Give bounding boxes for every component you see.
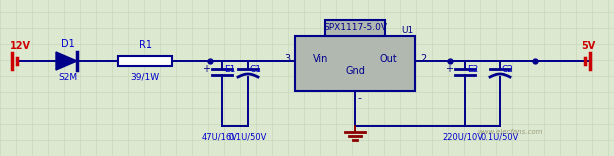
Text: 5V: 5V bbox=[581, 41, 596, 51]
Text: E2: E2 bbox=[467, 64, 478, 73]
Text: 47U/16V: 47U/16V bbox=[202, 132, 238, 141]
Text: SPX1117-5.0V: SPX1117-5.0V bbox=[323, 24, 387, 32]
Text: www.elecfans.com: www.elecfans.com bbox=[477, 129, 543, 135]
Polygon shape bbox=[56, 52, 77, 70]
Text: -: - bbox=[357, 93, 361, 103]
Text: Vin: Vin bbox=[313, 54, 328, 64]
Text: U1: U1 bbox=[401, 26, 413, 35]
Text: 12V: 12V bbox=[10, 41, 31, 51]
Text: 3: 3 bbox=[284, 54, 290, 64]
Text: 220U/10V: 220U/10V bbox=[443, 132, 483, 141]
Text: R1: R1 bbox=[139, 40, 152, 50]
Text: C2: C2 bbox=[502, 64, 514, 73]
Bar bbox=[295, 36, 415, 91]
Bar bbox=[325, 20, 385, 36]
Text: 39/1W: 39/1W bbox=[130, 72, 160, 81]
Text: S2M: S2M bbox=[58, 73, 77, 82]
Text: +: + bbox=[202, 64, 210, 74]
Text: E1: E1 bbox=[224, 64, 235, 73]
Text: D1: D1 bbox=[61, 39, 75, 49]
Text: 0.1U/50V: 0.1U/50V bbox=[229, 132, 267, 141]
Bar bbox=[118, 56, 172, 66]
Text: +: + bbox=[445, 64, 453, 74]
Text: C1: C1 bbox=[250, 64, 262, 73]
Text: Out: Out bbox=[379, 54, 397, 64]
Text: Gnd: Gnd bbox=[345, 66, 365, 76]
Text: 0.1U/50V: 0.1U/50V bbox=[481, 132, 519, 141]
Text: 2: 2 bbox=[420, 54, 426, 64]
